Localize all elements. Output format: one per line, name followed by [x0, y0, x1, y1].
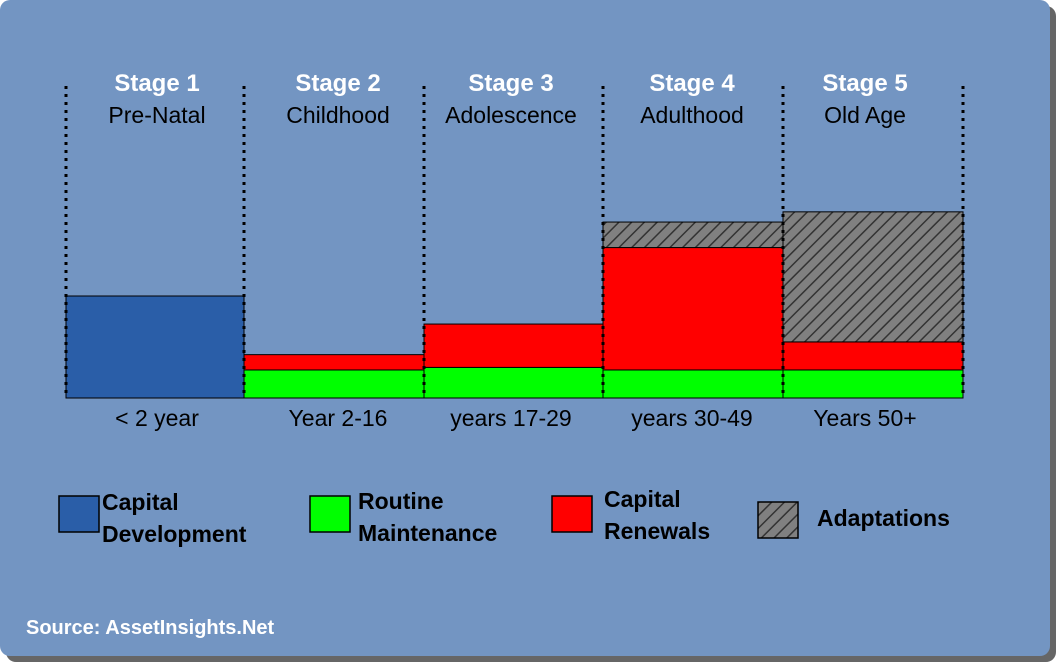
stage-title-2: Stage 2	[295, 70, 380, 97]
period-label-4: years 30-49	[631, 405, 752, 431]
bar-renewals-2	[243, 354, 425, 371]
legend-swatch-adaptations	[757, 501, 799, 539]
stage-name-3: Adolescence	[445, 102, 577, 128]
legend: Capital Development Routine Maintenance Capi…	[58, 486, 950, 547]
stage-title-4: Stage 4	[649, 70, 735, 97]
period-label-3: years 17-29	[450, 405, 571, 431]
legend-label-capital-line2: Development	[102, 521, 247, 547]
source-label: Source: AssetInsights.Net	[26, 617, 275, 639]
legend-swatch-renewals	[551, 495, 593, 533]
stage-name-4: Adulthood	[640, 102, 744, 128]
bar-renewals-4	[602, 247, 784, 371]
stage-name-5: Old Age	[824, 102, 906, 128]
bar-routine-2	[243, 369, 425, 399]
legend-label-routine-line2: Maintenance	[358, 520, 497, 546]
period-label-1: < 2 year	[115, 405, 199, 431]
period-label-2: Year 2-16	[289, 405, 388, 431]
stage-name-1: Pre-Natal	[108, 102, 205, 128]
bar-adaptations-5	[782, 211, 964, 343]
legend-label-routine-line1: Routine	[358, 488, 444, 514]
stage-title-5: Stage 5	[822, 70, 907, 97]
bar-routine-5	[782, 369, 964, 399]
stage-title-1: Stage 1	[114, 70, 199, 97]
bar-routine-4	[602, 369, 784, 399]
stage-labels: Stage 1 Pre-Natal < 2 year Stage 2 Childhood…	[108, 70, 916, 431]
legend-swatch-capital	[58, 495, 100, 533]
bar-capital-1	[65, 295, 245, 399]
legend-label-capital-line1: Capital	[102, 489, 179, 515]
period-label-5: Years 50+	[813, 405, 916, 431]
stage-name-2: Childhood	[286, 102, 390, 128]
stage-title-3: Stage 3	[468, 70, 553, 97]
bar-adaptations-4	[602, 221, 784, 249]
bar-routine-3	[423, 366, 604, 399]
legend-swatch-routine	[309, 495, 351, 533]
legend-label-renewals-line2: Renewals	[604, 518, 710, 544]
legend-label-renewals-line1: Capital	[604, 486, 681, 512]
bar-renewals-3	[423, 323, 604, 368]
bars-layer	[65, 211, 964, 399]
legend-label-adaptations: Adaptations	[817, 505, 950, 531]
bar-renewals-5	[782, 341, 964, 371]
